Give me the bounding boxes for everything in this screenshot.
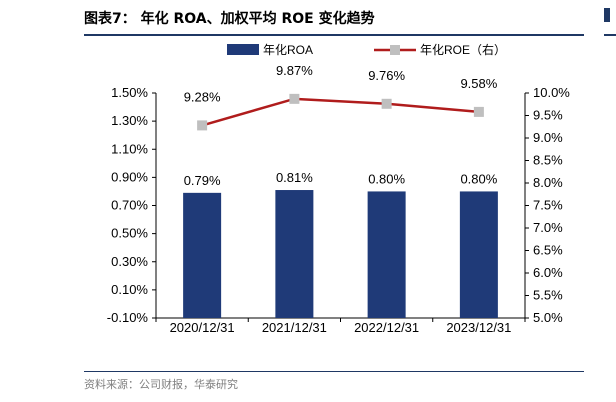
roa-data-label: 0.81% [276, 170, 313, 185]
right-tick-label: 9.0% [533, 130, 563, 145]
right-tick-label: 9.5% [533, 108, 563, 123]
edge-marker [604, 8, 610, 22]
roa-bar [367, 191, 406, 318]
right-tick-label: 6.0% [533, 265, 563, 280]
right-tick-label: 7.0% [533, 220, 563, 235]
legend-roe-marker [390, 45, 400, 55]
right-tick-label: 8.5% [533, 153, 563, 168]
left-tick-label: 1.50% [111, 85, 148, 100]
legend-roe-label: 年化ROE（右） [420, 42, 506, 57]
x-tick-label: 2020/12/31 [170, 320, 235, 335]
left-tick-label: 1.10% [111, 141, 148, 156]
right-tick-label: 10.0% [533, 85, 570, 100]
roe-point [381, 98, 392, 109]
right-tick-label: 7.5% [533, 198, 563, 213]
x-tick-label: 2022/12/31 [354, 320, 419, 335]
roe-data-label: 9.76% [368, 68, 405, 83]
roa-bar [275, 190, 314, 318]
title-divider [84, 34, 584, 36]
roe-point [197, 120, 208, 131]
x-tick-label: 2023/12/31 [446, 320, 511, 335]
left-tick-label: 0.10% [111, 282, 148, 297]
left-tick-label: 1.30% [111, 113, 148, 128]
roa-data-label: 0.80% [460, 171, 497, 186]
right-tick-label: 8.0% [533, 175, 563, 190]
roa-bar [459, 191, 498, 318]
roa-data-label: 0.80% [368, 171, 405, 186]
roe-data-label: 9.28% [184, 89, 221, 104]
left-tick-label: 0.50% [111, 226, 148, 241]
source-divider [84, 371, 584, 372]
right-tick-label: 6.5% [533, 243, 563, 258]
roe-data-label: 9.87% [276, 63, 313, 78]
roe-point [289, 93, 300, 104]
legend-roa-swatch [227, 44, 259, 55]
page-title: 图表7： 年化 ROA、加权平均 ROE 变化趋势 [84, 11, 375, 27]
roa-data-label: 0.79% [184, 173, 221, 188]
roe-line [201, 97, 479, 127]
roa-bar [183, 192, 222, 318]
right-tick-label: 5.5% [533, 288, 563, 303]
left-tick-label: 0.30% [111, 254, 148, 269]
x-tick-label: 2021/12/31 [262, 320, 327, 335]
left-tick-label: 0.90% [111, 169, 148, 184]
source-note: 资料来源：公司财报，华泰研究 [84, 378, 238, 391]
right-tick-label: 5.0% [533, 310, 563, 325]
legend-roa-label: 年化ROA [263, 43, 313, 57]
roe-point [473, 106, 484, 117]
edge-divider [604, 34, 616, 36]
roe-data-label: 9.58% [460, 76, 497, 91]
left-tick-label: 0.70% [111, 198, 148, 213]
left-tick-label: -0.10% [107, 310, 149, 325]
